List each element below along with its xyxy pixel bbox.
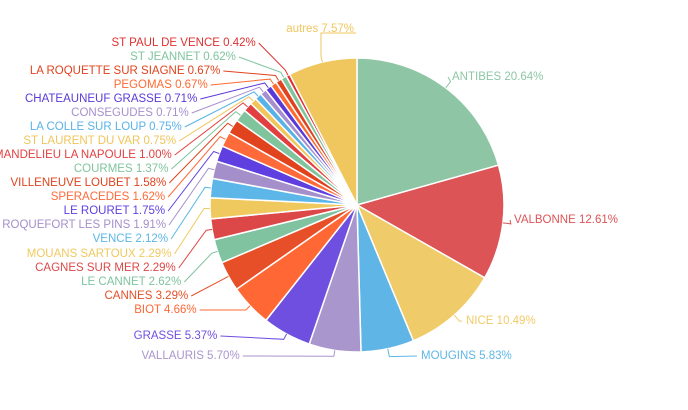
leader-line-villeneuve-loubet [168,122,234,184]
slice-label-chateauneuf-grasse: CHATEAUNEUF GRASSE 0.71% [25,93,197,105]
slice-label-antibes: ANTIBES 20.64% [452,71,543,83]
slice-label-mougins: MOUGINS 5.83% [421,350,512,362]
slice-label-st-jeannet: ST JEANNET 0.62% [130,51,236,63]
leader-line-consegudes [191,86,264,114]
slice-label-cagnes-sur-mer: CAGNES SUR MER 2.29% [35,262,176,274]
slice-label-cannes: CANNES 3.29% [104,290,188,302]
leader-line-autres [320,32,356,63]
leader-line-valbonne [502,219,512,225]
pie-slice-antibes [356,57,500,206]
leader-line-chateauneuf-grasse [200,82,269,100]
slice-label-nice: NICE 10.49% [466,315,536,327]
leader-line-cagnes-sur-mer [178,228,213,269]
leader-line-le-rouret [167,150,220,212]
slice-label-mandelieu-la-napoule: MANDELIEU LA NAPOULE 1.00% [0,149,172,161]
leader-line-le-cannet [183,250,218,283]
pie-slice-autres [288,57,358,206]
slice-label-grasse: GRASSE 5.37% [134,330,218,342]
leader-line-vence [170,186,212,240]
leader-line-la-colle-sur-loup [184,91,259,128]
leader-line-nice [453,314,463,322]
leader-line-mouans-sartoux [174,207,211,255]
slice-label-roquefort-les-pins: ROQUEFORT LES PINS 1.91% [2,219,166,231]
slice-label-vence: VENCE 2.12% [93,233,168,245]
slice-label-courmes: COURMES 1.37% [74,163,169,175]
leader-line-grasse [220,333,288,340]
slice-labels: ANTIBES 20.64% VALBONNE 12.61% NICE 10.49%… [0,23,618,362]
slice-label-mouans-sartoux: MOUANS SARTOUX 2.29% [27,248,172,260]
leader-line-pegomas [210,78,274,86]
leader-line-mougins [387,348,418,358]
leader-line-st-paul-de-vence [258,42,289,76]
slice-label-villeneuve-loubet: VILLENEUVE LOUBET 1.58% [11,177,167,189]
leader-line-st-laurent-du-var [178,96,254,142]
leader-line-vallauris [242,350,336,357]
slice-label-st-paul-de-vence: ST PAUL DE VENCE 0.42% [111,37,255,49]
leader-line-speracedes [167,136,226,198]
slice-label-biot: BIOT 4.66% [134,304,196,316]
pie-slice-valbonne [355,164,505,279]
slice-label-pegomas: PEGOMAS 0.67% [114,79,208,91]
pie-slice-nice [355,203,486,342]
slice-label-le-cannet: LE CANNET 2.62% [81,276,181,288]
leader-line-cannes [190,275,229,297]
leader-line-biot [199,305,251,311]
pie-slices [209,57,505,353]
slice-label-la-colle-sur-loup: LA COLLE SUR LOUP 0.75% [30,121,182,133]
slice-label-la-roquette-sur-siagne: LA ROQUETTE SUR SIAGNE 0.67% [30,65,220,77]
leader-line-courmes [171,110,241,170]
leader-line-la-roquette-sur-siagne [223,70,280,81]
slice-label-le-rouret: LE ROURET 1.75% [64,205,165,217]
slice-label-autres: autres 7.57% [286,23,354,35]
slice-label-st-laurent-du-var: ST LAURENT DU VAR 0.75% [23,135,176,147]
slice-label-valbonne: VALBONNE 12.61% [514,214,618,226]
label-leader-lines [167,32,512,358]
leader-line-antibes [445,76,452,89]
slice-label-consegudes: CONSEGUDES 0.71% [71,107,189,119]
leader-line-st-jeannet [238,56,285,78]
slice-label-speracedes: SPERACEDES 1.62% [51,191,165,203]
leader-line-mandelieu-la-napoule [174,102,248,156]
slice-label-vallauris: VALLAURIS 5.70% [141,350,239,362]
leader-line-roquefort-les-pins [168,167,215,226]
